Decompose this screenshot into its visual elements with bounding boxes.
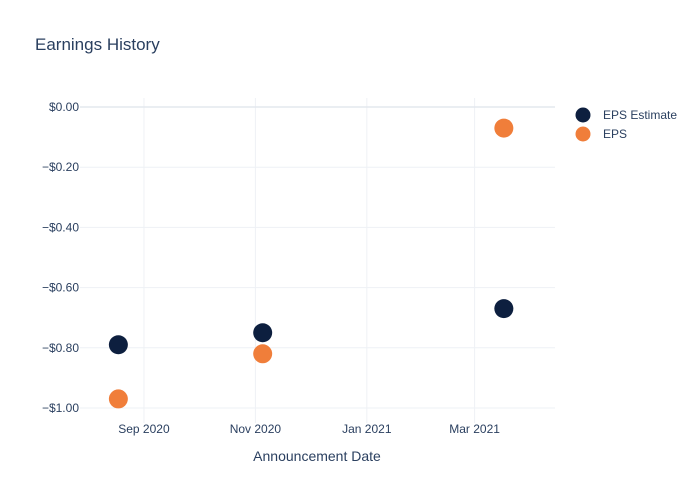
gridlines — [80, 98, 555, 423]
eps-point — [494, 118, 514, 138]
eps-point — [253, 344, 273, 364]
legend-marker-eps[interactable] — [575, 126, 591, 142]
x-axis-title: Announcement Date — [253, 448, 381, 464]
eps-point — [108, 389, 128, 409]
legend[interactable]: EPS Estimate EPS — [575, 107, 678, 142]
legend-item-eps[interactable]: EPS — [575, 126, 628, 142]
x-tick-label: Jan 2021 — [342, 422, 392, 436]
x-axis-ticks: Sep 2020 Nov 2020 Jan 2021 Mar 2021 — [118, 422, 500, 436]
y-tick-label: −$0.80 — [42, 341, 79, 355]
x-tick-label: Mar 2021 — [449, 422, 500, 436]
eps-estimate-point — [108, 335, 128, 355]
legend-marker-eps-estimate[interactable] — [575, 107, 591, 123]
legend-label-eps-estimate[interactable]: EPS Estimate — [603, 108, 677, 122]
y-tick-label: −$1.00 — [42, 401, 79, 415]
legend-label-eps[interactable]: EPS — [603, 127, 627, 141]
data-points — [108, 118, 514, 409]
x-tick-label: Sep 2020 — [118, 422, 170, 436]
y-tick-label: −$0.60 — [42, 281, 79, 295]
eps-estimate-point — [253, 323, 273, 343]
eps-estimate-point — [494, 299, 514, 319]
legend-item-eps-estimate[interactable]: EPS Estimate — [575, 107, 678, 123]
y-axis-ticks: $0.00 −$0.20 −$0.40 −$0.60 −$0.80 −$1.00 — [42, 100, 79, 415]
y-tick-label: −$0.40 — [42, 220, 79, 234]
y-tick-label: $0.00 — [49, 100, 79, 114]
y-tick-label: −$0.20 — [42, 160, 79, 174]
x-tick-label: Nov 2020 — [230, 422, 282, 436]
chart-title: Earnings History — [35, 35, 160, 54]
